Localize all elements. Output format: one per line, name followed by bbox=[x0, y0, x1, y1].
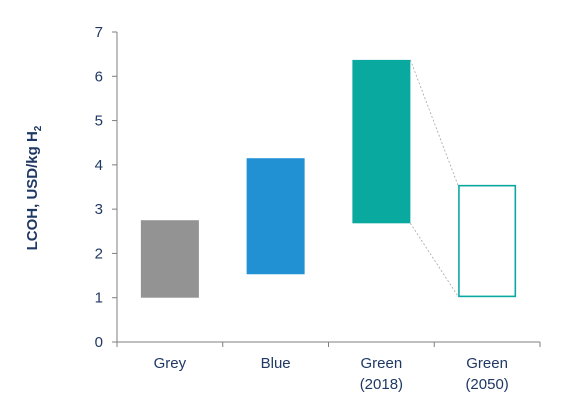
bar bbox=[458, 184, 517, 298]
y-tick-label: 0 bbox=[95, 334, 103, 351]
x-category-label: Green (2050) bbox=[465, 355, 508, 393]
x-category-label: Blue bbox=[261, 355, 291, 372]
bar bbox=[246, 158, 305, 275]
y-tick-label: 2 bbox=[95, 245, 103, 262]
connector-lines bbox=[410, 59, 459, 297]
y-tick-label: 3 bbox=[95, 201, 103, 218]
y-tick-label: 7 bbox=[95, 24, 103, 41]
y-axis: 0 1 2 3 4 5 6 7 bbox=[95, 24, 118, 351]
y-tick-label: 4 bbox=[95, 157, 103, 174]
bar bbox=[140, 220, 199, 298]
x-axis bbox=[116, 341, 541, 347]
y-tick-label: 5 bbox=[95, 113, 103, 130]
x-category-label: Green (2018) bbox=[360, 355, 403, 393]
y-tick-label: 1 bbox=[95, 290, 103, 307]
connector-line-bottom bbox=[410, 223, 459, 297]
bar bbox=[352, 59, 411, 224]
connector-line-top bbox=[410, 59, 459, 186]
x-category-label: Grey bbox=[154, 355, 187, 372]
y-axis-title: LCOH, USD/kg H2 bbox=[24, 125, 44, 250]
bars bbox=[140, 59, 517, 298]
y-tick-label: 6 bbox=[95, 68, 103, 85]
category-labels: Grey Blue Green (2018) Green (2050) bbox=[154, 355, 509, 393]
